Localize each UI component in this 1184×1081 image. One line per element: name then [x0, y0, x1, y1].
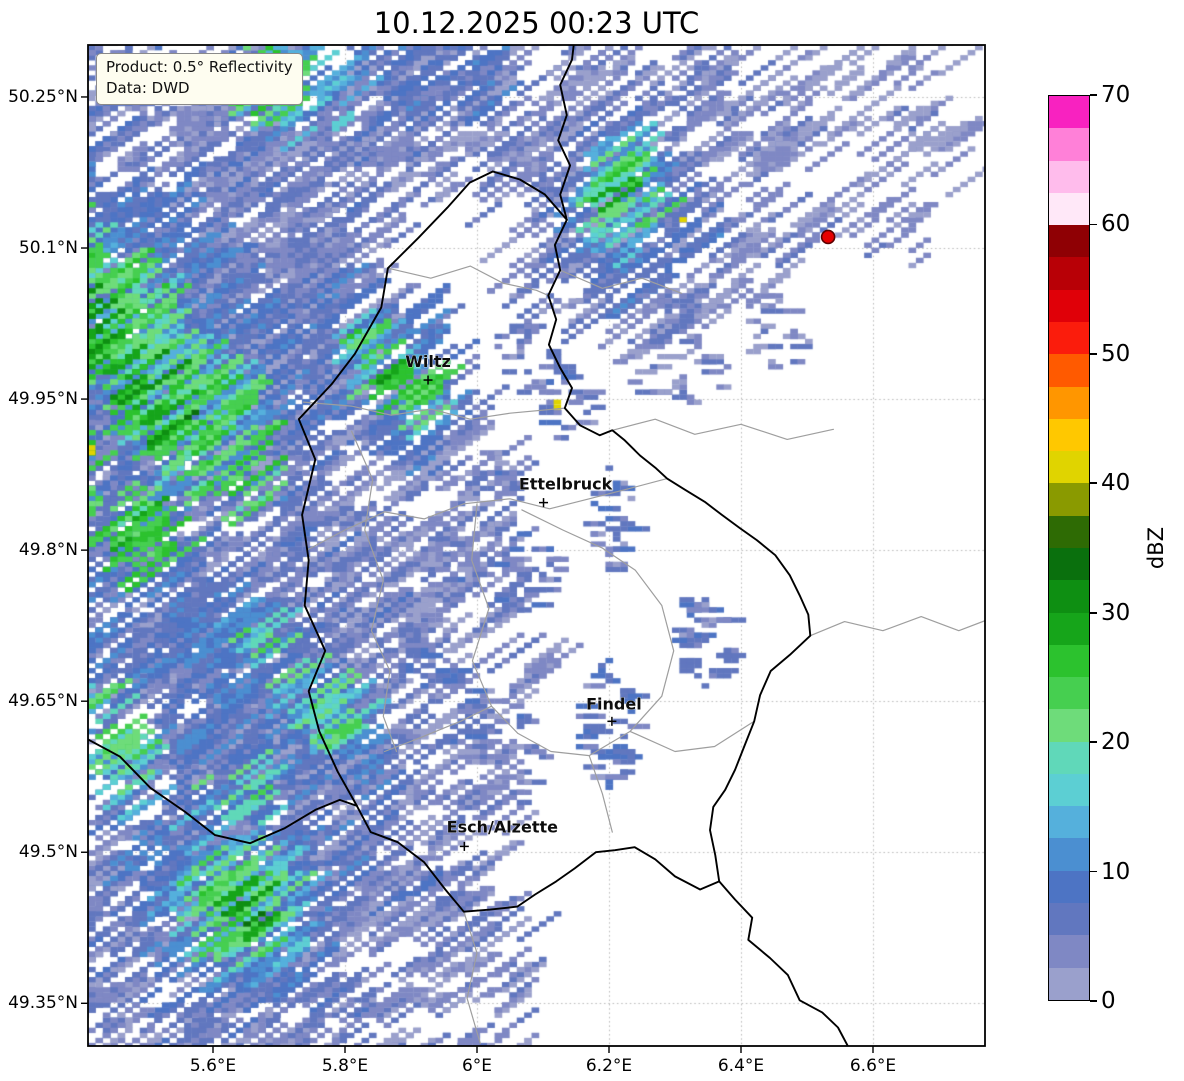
colorbar-tick-mark — [1090, 870, 1097, 873]
colorbar-band — [1049, 935, 1089, 968]
colorbar-tick-mark — [1090, 482, 1097, 485]
colorbar-band — [1049, 418, 1089, 452]
colorbar-unit-label: dBZ — [1144, 526, 1168, 570]
colorbar-band — [1049, 257, 1089, 290]
radar-echo-canvas — [88, 45, 985, 1046]
colorbar-tick-mark — [1090, 353, 1097, 355]
lat-tick-label: 49.8°N — [18, 540, 78, 561]
lon-tick-label: 6.2°E — [585, 1056, 633, 1076]
colorbar-band — [1049, 289, 1089, 322]
lon-tick-label: 5.6°E — [189, 1056, 237, 1076]
lon-tick-label: 5.8°E — [321, 1056, 369, 1076]
colorbar-tick-label: 40 — [1101, 470, 1131, 497]
lon-tick-label: 6°E — [461, 1056, 493, 1076]
colorbar-tick-label: 30 — [1101, 599, 1131, 626]
colorbar — [1048, 95, 1090, 1001]
colorbar-band — [1049, 870, 1089, 904]
product-name-label: Product: 0.5° Reflectivity — [106, 58, 293, 76]
colorbar-band — [1049, 386, 1089, 419]
figure-title: 10.12.2025 00:23 UTC — [373, 6, 700, 40]
colorbar-band — [1049, 515, 1089, 548]
colorbar-band — [1049, 741, 1089, 774]
colorbar-tick-mark — [1090, 741, 1097, 743]
colorbar-band — [1049, 192, 1089, 226]
colorbar-band — [1049, 903, 1089, 936]
lat-tick-label: 49.35°N — [8, 993, 78, 1014]
colorbar-tick-mark — [1090, 611, 1097, 614]
colorbar-tick-label: 0 — [1101, 988, 1116, 1014]
colorbar-band — [1049, 483, 1089, 516]
colorbar-band — [1049, 677, 1089, 710]
colorbar-band — [1049, 160, 1089, 193]
colorbar-tick-label: 10 — [1101, 858, 1131, 885]
colorbar-band — [1049, 96, 1089, 129]
colorbar-tick-mark — [1090, 223, 1097, 226]
colorbar-band — [1049, 838, 1089, 871]
colorbar-tick-label: 20 — [1101, 729, 1131, 756]
lon-tick-label: 6.6°E — [849, 1056, 897, 1076]
colorbar-band — [1049, 321, 1089, 355]
colorbar-band — [1049, 709, 1089, 742]
lat-tick-label: 49.65°N — [8, 691, 78, 712]
product-info-box: Product: 0.5° Reflectivity Data: DWD — [96, 53, 303, 105]
colorbar-tick-label: 70 — [1101, 82, 1131, 108]
colorbar-band — [1049, 451, 1089, 484]
lon-tick-label: 6.4°E — [717, 1056, 765, 1076]
colorbar-band — [1049, 806, 1089, 839]
colorbar-band — [1049, 354, 1089, 387]
colorbar-band — [1049, 644, 1089, 678]
colorbar-tick-label: 60 — [1101, 211, 1131, 238]
colorbar-band — [1049, 773, 1089, 807]
lat-tick-label: 50.25°N — [8, 86, 78, 107]
colorbar-band — [1049, 225, 1089, 258]
lat-tick-label: 50.1°N — [18, 238, 78, 259]
colorbar-band — [1049, 967, 1089, 1000]
colorbar-tick-label: 50 — [1101, 340, 1131, 367]
lat-tick-label: 49.95°N — [8, 389, 78, 410]
colorbar-tick-mark — [1090, 1000, 1097, 1002]
colorbar-tick-mark — [1090, 94, 1097, 96]
colorbar-band — [1049, 580, 1089, 613]
lat-tick-label: 49.5°N — [18, 842, 78, 863]
colorbar-band — [1049, 547, 1089, 581]
colorbar-band — [1049, 128, 1089, 161]
colorbar-band — [1049, 612, 1089, 645]
data-source-label: Data: DWD — [106, 79, 190, 97]
